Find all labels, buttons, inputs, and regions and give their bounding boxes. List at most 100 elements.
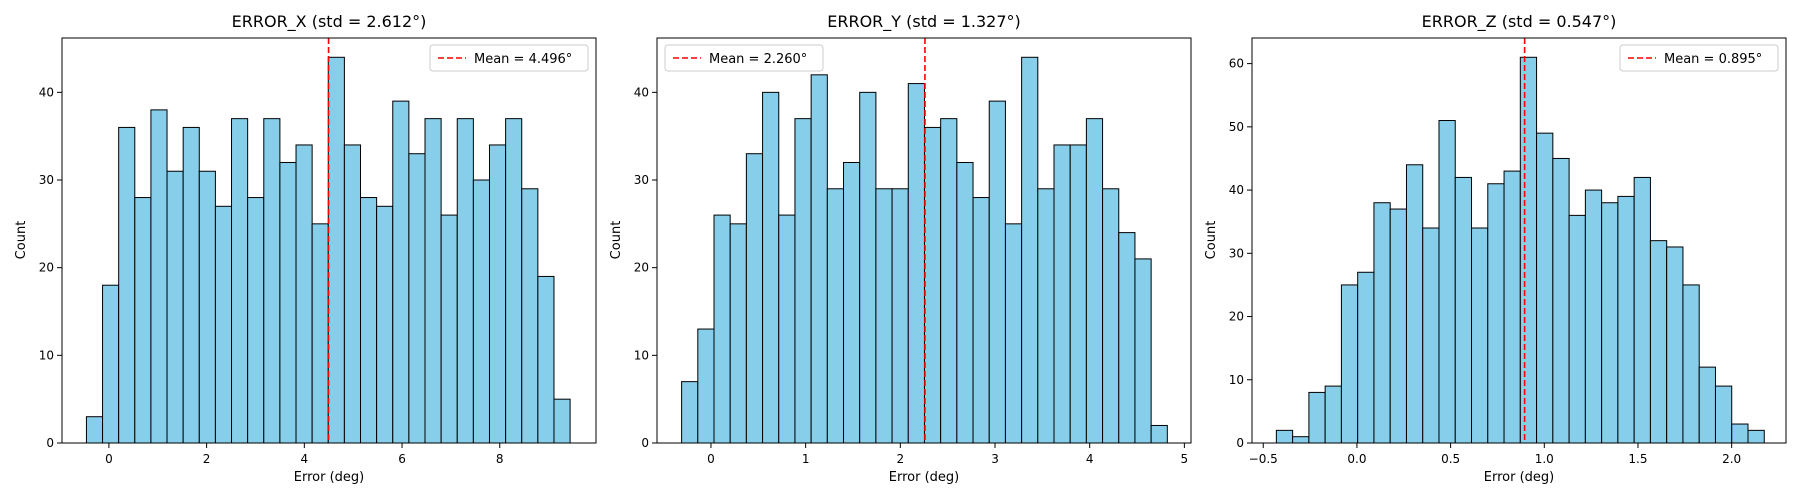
y-axis-label: Count [14, 221, 29, 260]
legend-label: Mean = 2.260° [709, 52, 807, 67]
histogram-bar [1714, 385, 1733, 444]
y-tick-label: 30 [634, 173, 649, 187]
plot-frame [1251, 37, 1787, 444]
legend-box [664, 44, 824, 72]
x-tick-label: 0 [707, 452, 715, 466]
histogram-bar [1389, 208, 1407, 444]
histogram-bar [1552, 157, 1570, 444]
histogram-bar [1069, 144, 1087, 444]
histogram-bar [1568, 214, 1586, 444]
legend: Mean = 0.895° [1619, 44, 1779, 72]
x-axis-label: Error (deg) [889, 470, 959, 485]
x-tick-label: 0.5 [1441, 452, 1460, 466]
histogram-bar [988, 100, 1006, 444]
histogram-bar [794, 118, 812, 444]
histogram-bar [907, 83, 925, 444]
histogram-bar [85, 416, 104, 444]
histogram-bar [1037, 188, 1055, 444]
histogram-bar [1150, 424, 1168, 444]
plot-frame [656, 37, 1192, 444]
bars [1275, 56, 1765, 444]
histogram-bar [1454, 176, 1473, 444]
y-tick-label: 20 [634, 261, 649, 275]
x-tick-label: 0 [105, 452, 113, 466]
histogram-bar [408, 153, 426, 444]
y-tick-label: 30 [39, 173, 54, 187]
legend-label: Mean = 4.496° [474, 52, 572, 67]
plot-frame [61, 37, 597, 444]
histogram-bar [859, 91, 877, 444]
x-tick-label: 4 [1086, 452, 1094, 466]
histogram-bar [1004, 223, 1023, 444]
histogram-bar [472, 179, 490, 444]
histogram-bar [521, 188, 539, 444]
histogram-bar [295, 144, 313, 444]
histogram-bar [456, 118, 474, 444]
x-tick-label: 1 [802, 452, 810, 466]
y-tick-label: 10 [39, 348, 54, 362]
bars [85, 56, 571, 444]
x-tick-label: −0.5 [1249, 452, 1278, 466]
histogram-bar [327, 56, 345, 444]
x-tick-label: 1.0 [1535, 452, 1554, 466]
panel-error-z: ERROR_Z (std = 0.547°) Error (deg) Count… [1204, 12, 1787, 485]
histogram-bar [1519, 56, 1538, 444]
histogram-bar [762, 91, 780, 444]
x-tick-label: 2.0 [1722, 452, 1741, 466]
histogram-bar [1536, 132, 1554, 444]
histogram-bar [166, 170, 184, 444]
x-tick-label: 5 [1181, 452, 1189, 466]
histogram-bar [1698, 366, 1716, 444]
histogram-bar [1503, 170, 1521, 444]
histogram-bar [102, 284, 120, 444]
y-tick-label: 10 [1229, 373, 1244, 387]
histogram-bar [778, 214, 796, 444]
histogram-bar [182, 126, 200, 444]
histogram-bar [1308, 391, 1326, 444]
histogram-bar [118, 126, 136, 444]
x-axis-label: Error (deg) [1484, 470, 1554, 485]
y-tick-label: 20 [39, 261, 54, 275]
y-tick-label: 0 [641, 436, 649, 450]
x-tick-label: 2 [203, 452, 211, 466]
y-tick-label: 40 [39, 85, 54, 99]
histogram-bar [826, 188, 845, 444]
histogram-bar [923, 126, 942, 444]
histogram-bar [875, 188, 893, 444]
y-tick-label: 0 [46, 436, 54, 450]
histogram-bar [1666, 246, 1684, 444]
histogram-bar [745, 153, 764, 444]
histogram-bar [214, 205, 233, 444]
bars [681, 56, 1168, 444]
y-tick-label: 60 [1229, 57, 1244, 71]
histogram-bar [440, 214, 458, 444]
histogram-bar [1134, 258, 1152, 444]
legend-label: Mean = 0.895° [1664, 52, 1762, 67]
histogram-bar [392, 100, 410, 444]
histogram-bar [1373, 202, 1391, 444]
histogram-bar [810, 74, 828, 444]
legend-box [429, 44, 589, 72]
histogram-bar [713, 214, 731, 444]
histogram-bar [247, 197, 265, 444]
histogram-bar [263, 118, 281, 444]
histogram-bar [1118, 232, 1136, 444]
histogram-bar [1731, 423, 1749, 444]
y-axis-label: Count [609, 221, 624, 260]
histogram-bar [1633, 176, 1651, 444]
legend-box [1619, 44, 1779, 72]
histogram-bar [279, 161, 297, 444]
panel-title: ERROR_X (std = 2.612°) [232, 12, 427, 32]
histogram-bar [1422, 227, 1440, 444]
histogram-bar [343, 144, 362, 444]
y-tick-label: 40 [634, 85, 649, 99]
legend: Mean = 2.260° [664, 44, 824, 72]
x-tick-label: 0.0 [1347, 452, 1366, 466]
histogram-bar [940, 118, 958, 444]
histogram-bar [360, 197, 378, 444]
histogram-bar [505, 118, 523, 444]
histogram-bar [1747, 429, 1765, 444]
histogram-bar [424, 118, 442, 444]
